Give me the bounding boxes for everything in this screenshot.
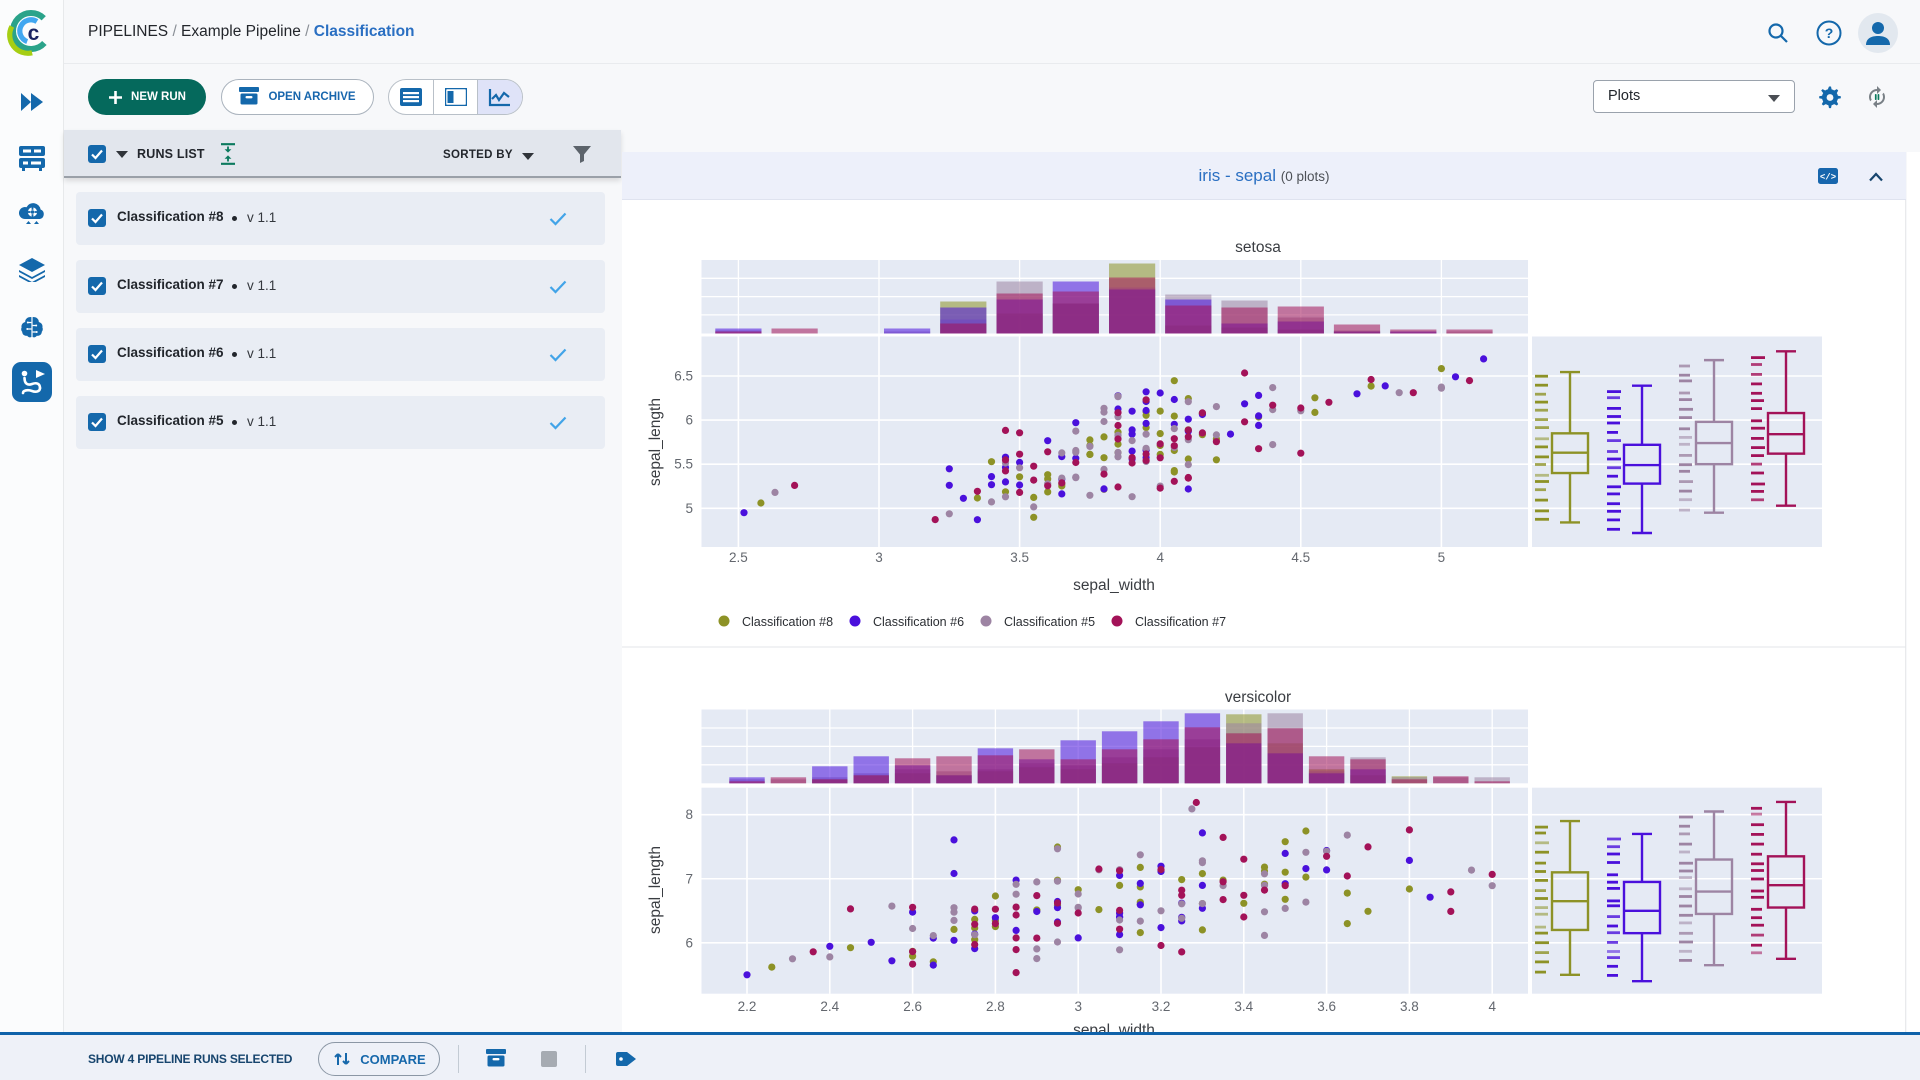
svg-text:sepal_length: sepal_length bbox=[647, 398, 664, 486]
svg-text:7: 7 bbox=[685, 871, 693, 886]
svg-text:2.8: 2.8 bbox=[986, 999, 1005, 1014]
svg-text:6: 6 bbox=[685, 935, 693, 950]
svg-text:8: 8 bbox=[685, 807, 693, 822]
svg-text:versicolor: versicolor bbox=[1225, 689, 1291, 706]
svg-text:Classification #5: Classification #5 bbox=[1004, 615, 1095, 629]
svg-text:5: 5 bbox=[685, 501, 693, 516]
svg-text:</>: </> bbox=[1820, 173, 1836, 183]
svg-text:4: 4 bbox=[1156, 550, 1164, 565]
svg-text:c: c bbox=[28, 22, 40, 45]
svg-text:3.4: 3.4 bbox=[1234, 999, 1253, 1014]
svg-text:2.5: 2.5 bbox=[729, 550, 748, 565]
svg-text:2.4: 2.4 bbox=[820, 999, 839, 1014]
svg-text:Classification #8: Classification #8 bbox=[742, 615, 833, 629]
svg-text:6.5: 6.5 bbox=[674, 369, 693, 384]
svg-text:5: 5 bbox=[1438, 550, 1446, 565]
svg-text:3.5: 3.5 bbox=[1010, 550, 1029, 565]
svg-text:sepal_length: sepal_length bbox=[647, 846, 664, 934]
svg-text:Classification #7: Classification #7 bbox=[1135, 615, 1226, 629]
svg-text:3: 3 bbox=[1074, 999, 1082, 1014]
svg-text:5.5: 5.5 bbox=[674, 457, 693, 472]
svg-text:3.6: 3.6 bbox=[1317, 999, 1336, 1014]
svg-text:3: 3 bbox=[875, 550, 883, 565]
svg-text:3.2: 3.2 bbox=[1152, 999, 1171, 1014]
svg-text:sepal_width: sepal_width bbox=[1073, 577, 1155, 594]
svg-text:2.6: 2.6 bbox=[903, 999, 922, 1014]
svg-text:6: 6 bbox=[685, 413, 693, 428]
svg-text:setosa: setosa bbox=[1235, 239, 1281, 256]
svg-text:2.2: 2.2 bbox=[738, 999, 757, 1014]
svg-text:3.8: 3.8 bbox=[1400, 999, 1419, 1014]
svg-text:?: ? bbox=[1825, 25, 1834, 41]
svg-text:4.5: 4.5 bbox=[1291, 550, 1310, 565]
svg-text:sepal_width: sepal_width bbox=[1073, 1022, 1155, 1032]
svg-text:4: 4 bbox=[1488, 999, 1496, 1014]
svg-text:Classification #6: Classification #6 bbox=[873, 615, 964, 629]
